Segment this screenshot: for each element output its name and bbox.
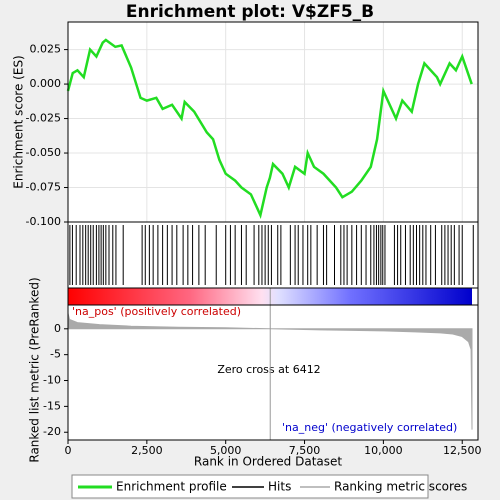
plot-bg — [68, 22, 478, 440]
y-tick-label: -0.025 — [26, 112, 61, 125]
x-tick-label: 0 — [65, 444, 72, 457]
annotation: Zero cross at 6412 — [217, 363, 320, 376]
x-tick-label: 5,000 — [210, 444, 242, 457]
annotation: 'na_pos' (positively correlated) — [72, 305, 241, 318]
es-line — [66, 38, 473, 219]
y-axis-label: Enrichment score (ES) — [12, 55, 26, 188]
x-tick-label: 12,500 — [443, 444, 482, 457]
chart-title: Enrichment plot: V$ZF5_B — [126, 2, 374, 22]
y-tick-label: -20 — [43, 425, 61, 438]
legend-entry: Hits — [268, 480, 291, 494]
y-tick-label: -0.050 — [26, 146, 61, 159]
x-tick-label: 10,000 — [364, 444, 403, 457]
y-tick-label: -15 — [43, 399, 61, 412]
panel-frame — [67, 287, 479, 306]
y-tick-label: -10 — [43, 374, 61, 387]
y-axis-label: Ranked list metric (PreRanked) — [28, 277, 42, 462]
x-axis-label: Rank in Ordered Dataset — [194, 455, 342, 469]
legend-entry: Enrichment profile — [116, 480, 227, 494]
legend-entry: Ranking metric scores — [334, 480, 467, 494]
x-tick-label: 7,500 — [289, 444, 321, 457]
y-tick-label: 0 — [54, 322, 61, 335]
y-tick-label: -0.100 — [26, 215, 61, 228]
y-tick-label: 0.000 — [30, 77, 62, 90]
y-tick-label: -0.075 — [26, 181, 61, 194]
metric-area — [67, 313, 473, 430]
annotation: 'na_neg' (negatively correlated) — [282, 421, 457, 434]
x-tick-label: 2,500 — [131, 444, 163, 457]
y-tick-label: -5 — [50, 348, 61, 361]
y-tick-label: 0.025 — [30, 43, 62, 56]
